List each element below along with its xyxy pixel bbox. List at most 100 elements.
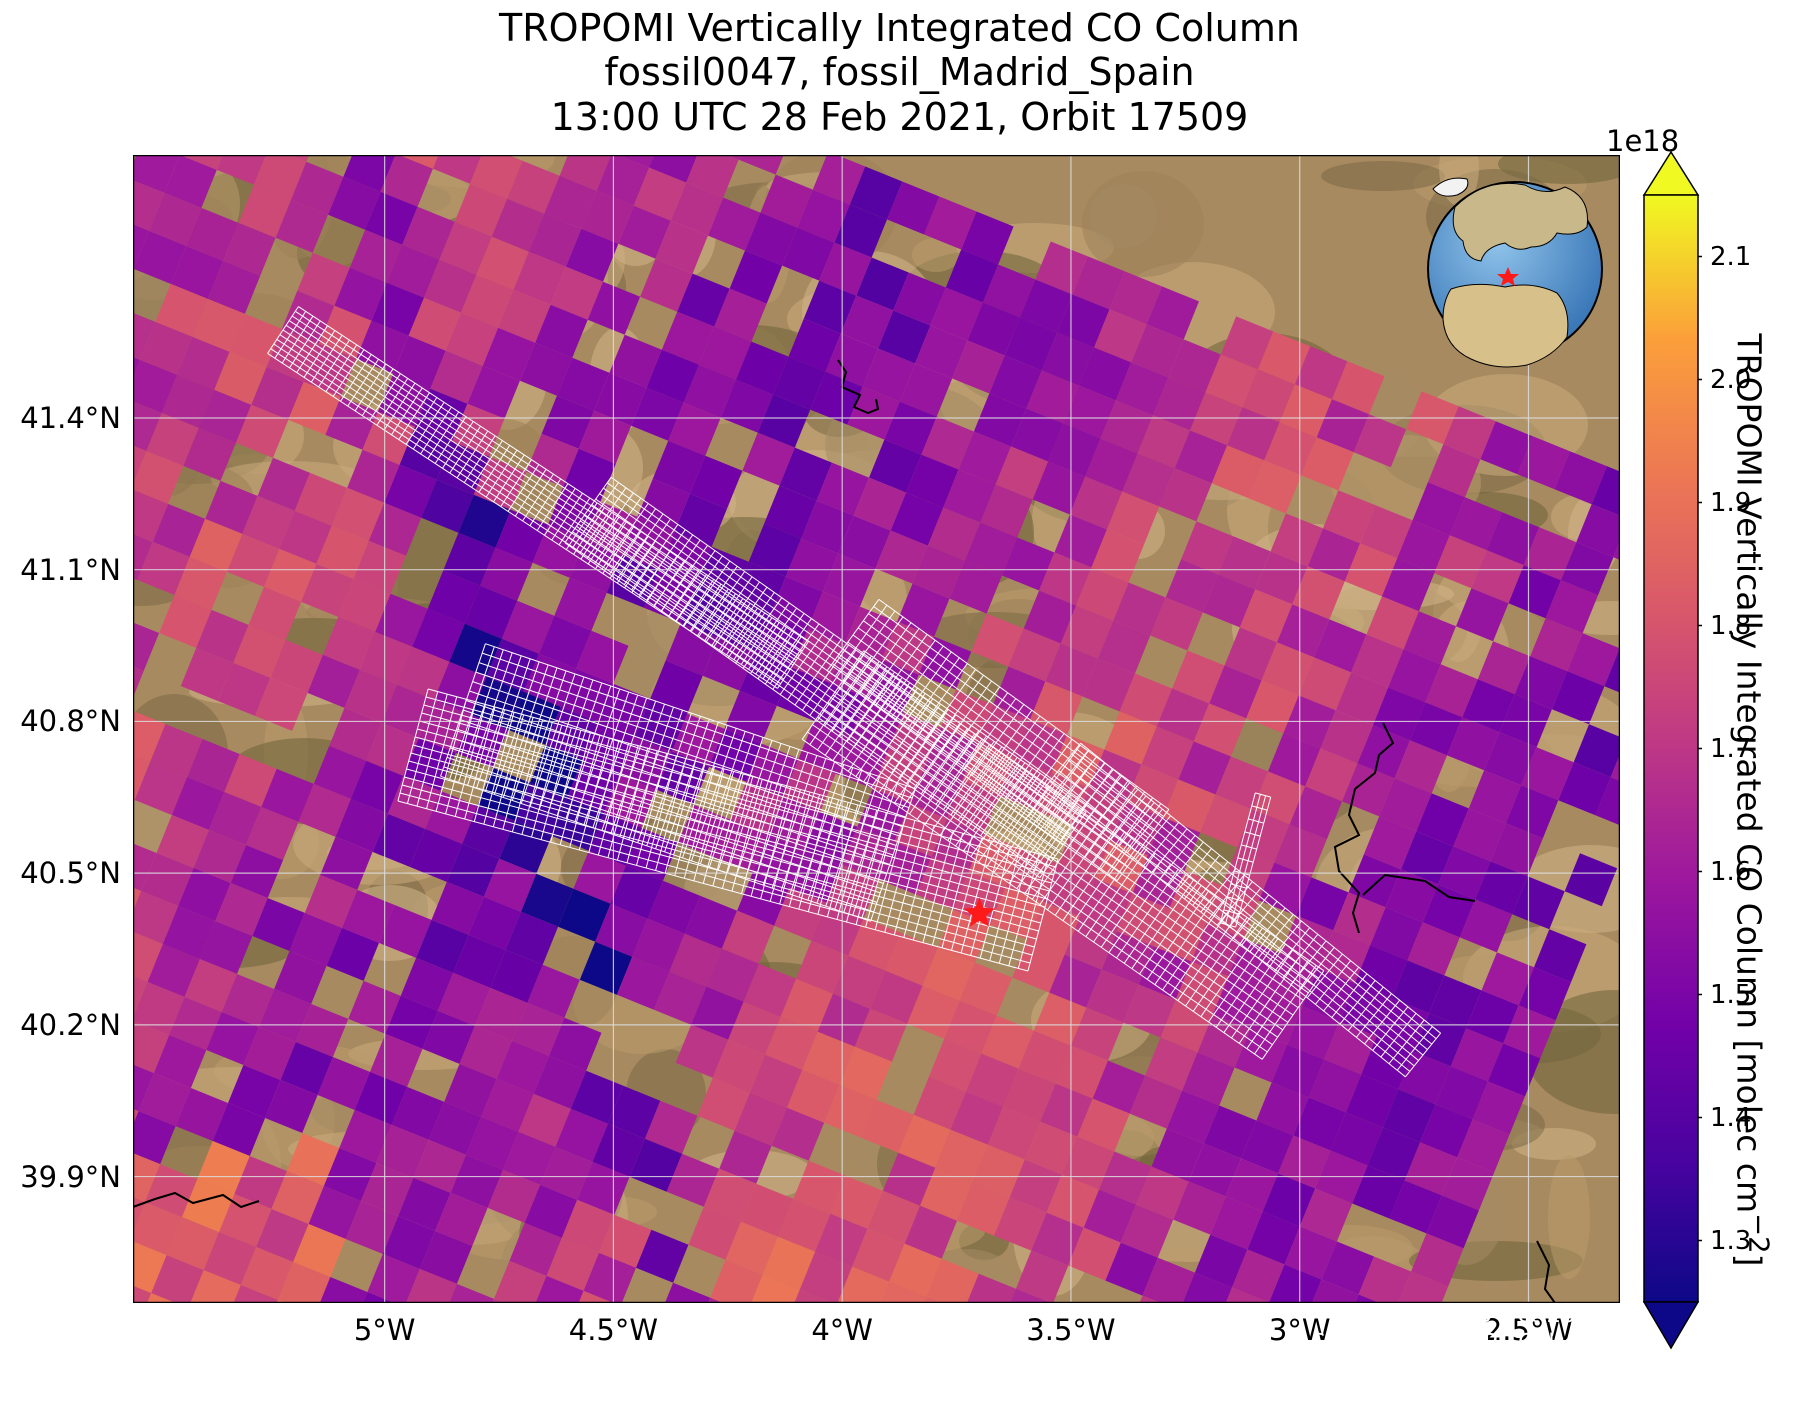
co-pixel (1139, 1295, 1161, 1303)
co-pixel (274, 951, 327, 1004)
co-pixel (156, 815, 209, 868)
co-pixel (1146, 286, 1199, 340)
co-pixel (1242, 369, 1295, 423)
co-pixel (134, 762, 188, 815)
co-pixel (636, 1229, 689, 1283)
co-pixel (1383, 1089, 1436, 1143)
co-pixel (1610, 754, 1620, 782)
co-pixel (994, 1197, 1047, 1251)
co-pixel (435, 1192, 488, 1246)
co-pixel (1427, 444, 1481, 498)
co-pixel (1077, 1098, 1130, 1152)
co-pixel (577, 1161, 630, 1215)
co-pixel (944, 1000, 997, 1054)
co-pixel (1330, 1112, 1383, 1166)
co-pixel (1468, 770, 1522, 824)
co-pixel (439, 221, 492, 275)
co-pixel (507, 160, 560, 214)
co-pixel (760, 174, 813, 228)
co-pixel (1381, 558, 1435, 612)
co-pixel (1345, 1074, 1399, 1128)
co-pixel (133, 891, 179, 944)
co-pixel (1138, 946, 1192, 1000)
co-pixel (817, 993, 871, 1047)
co-pixel (1115, 362, 1169, 416)
colorbar-gradient (1643, 194, 1699, 1303)
co-pixel (133, 401, 162, 451)
globe-inset (1427, 177, 1603, 368)
co-pixel (243, 1027, 296, 1080)
co-pixel (799, 1251, 853, 1303)
site-star-icon (963, 897, 995, 927)
co-pixel (982, 264, 1036, 318)
co-pixel (570, 1070, 624, 1124)
co-pixel (1069, 476, 1123, 530)
co-pixel (848, 917, 901, 971)
co-pixel (646, 349, 699, 403)
co-pixel (1320, 710, 1373, 764)
co-pixel (830, 1175, 883, 1229)
co-pixel (449, 1283, 494, 1303)
co-pixel (495, 509, 548, 563)
co-pixel (686, 155, 739, 198)
co-pixel (1072, 256, 1125, 310)
co-pixel (271, 1171, 324, 1224)
co-pixel (882, 1152, 936, 1206)
co-pixel (1160, 999, 1213, 1053)
co-pixel (1257, 331, 1311, 385)
co-pixel (869, 439, 922, 493)
y-tick-label: 41.4°N (20, 400, 121, 435)
co-pixel (1348, 854, 1401, 908)
colorbar-tick-label: 2.1 (1710, 241, 1752, 272)
co-pixel (1105, 1242, 1158, 1296)
co-pixel (496, 1040, 550, 1094)
co-pixel (588, 812, 642, 866)
co-pixel (1054, 514, 1107, 568)
y-tick-label: 40.2°N (20, 1007, 121, 1042)
co-pixel (1471, 550, 1524, 604)
co-pixel (1005, 848, 1059, 902)
co-pixel (1370, 907, 1423, 961)
co-pixel (1521, 747, 1574, 801)
co-pixel (631, 387, 684, 441)
co-pixel (1604, 648, 1620, 693)
co-pixel (527, 964, 580, 1018)
co-pixel (1573, 724, 1620, 778)
co-pixel (328, 176, 381, 230)
co-pixel (518, 1093, 571, 1147)
co-pixel (1203, 1105, 1257, 1159)
co-pixel (958, 431, 1011, 485)
co-pixel (546, 1237, 599, 1291)
co-pixel (368, 502, 422, 556)
co-pixel (1165, 559, 1219, 613)
co-pixel (920, 1167, 973, 1221)
co-pixel (189, 518, 243, 572)
footprint-grid-layer (267, 306, 1441, 1078)
co-pixel (147, 1293, 176, 1303)
co-pixel (1256, 1082, 1309, 1136)
co-pixel (899, 363, 953, 417)
co-pixel (464, 585, 518, 639)
co-pixel (141, 853, 194, 906)
co-pixel (295, 1004, 349, 1057)
co-pixel (397, 646, 450, 700)
co-pixel (322, 616, 376, 670)
co-pixel (503, 1131, 556, 1185)
co-pixel (1123, 984, 1176, 1038)
co-pixel (133, 755, 151, 800)
co-pixel (348, 980, 401, 1034)
co-pixel (226, 533, 280, 587)
co-pixel (151, 1255, 204, 1303)
co-pixel (391, 1086, 445, 1140)
co-pixel (133, 1153, 161, 1203)
co-pixel (1060, 605, 1114, 659)
co-pixel (133, 843, 157, 891)
co-pixel (1301, 437, 1354, 491)
co-pixel (1321, 1241, 1374, 1295)
co-pixel (1477, 641, 1531, 695)
co-pixel (684, 895, 738, 949)
co-pixel (596, 155, 650, 206)
co-pixel (1262, 1173, 1316, 1227)
co-pixel (1237, 809, 1290, 863)
co-pixel (199, 921, 253, 974)
